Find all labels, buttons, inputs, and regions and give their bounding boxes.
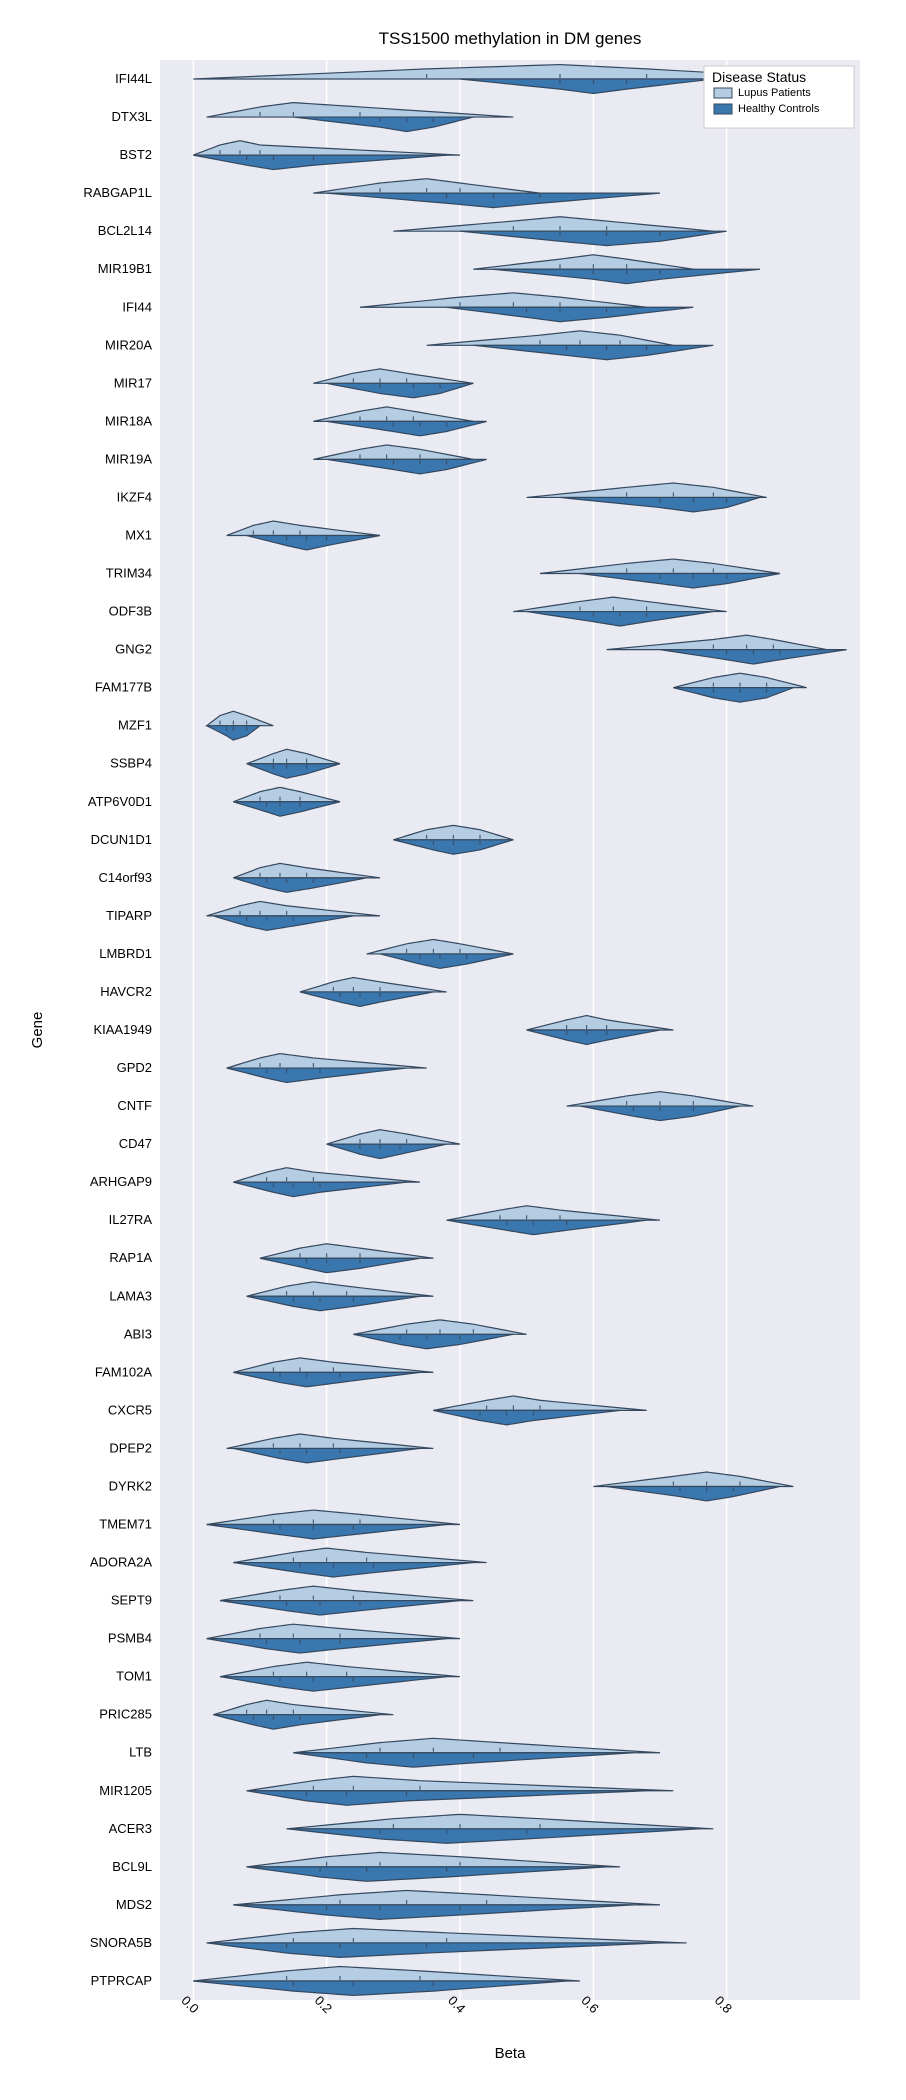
y-tick-label: KIAA1949	[93, 1022, 152, 1037]
y-tick-label: MDS2	[116, 1897, 152, 1912]
violin-chart: TSS1500 methylation in DM genesGeneBeta0…	[20, 20, 886, 2080]
y-tick-label: PTPRCAP	[91, 1973, 152, 1988]
y-tick-label: MIR18A	[105, 413, 152, 428]
y-tick-label: C14orf93	[99, 870, 152, 885]
y-tick-label: DYRK2	[109, 1478, 152, 1493]
y-tick-label: PSMB4	[108, 1631, 152, 1646]
x-axis-label: Beta	[495, 2045, 527, 2062]
y-tick-label: SNORA5B	[90, 1935, 152, 1950]
y-tick-label: MIR19A	[105, 451, 152, 466]
y-tick-label: RAP1A	[109, 1250, 152, 1265]
legend-label: Healthy Controls	[738, 103, 820, 115]
y-tick-label: IFI44L	[115, 71, 152, 86]
y-tick-label: MX1	[125, 527, 152, 542]
y-tick-label: GPD2	[117, 1060, 152, 1075]
y-tick-label: CXCR5	[108, 1402, 152, 1417]
y-tick-label: ARHGAP9	[90, 1174, 152, 1189]
y-tick-label: TOM1	[116, 1669, 152, 1684]
y-tick-label: BCL9L	[112, 1859, 152, 1874]
y-tick-label: LTB	[129, 1745, 152, 1760]
legend-swatch	[714, 104, 732, 114]
y-tick-label: ATP6V0D1	[88, 794, 152, 809]
y-tick-label: CNTF	[117, 1098, 152, 1113]
y-tick-label: PRIC285	[99, 1707, 152, 1722]
y-tick-label: DPEP2	[109, 1440, 152, 1455]
chart-title: TSS1500 methylation in DM genes	[379, 29, 642, 48]
y-tick-label: IKZF4	[117, 489, 152, 504]
y-tick-label: MZF1	[118, 718, 152, 733]
y-tick-label: ABI3	[124, 1326, 152, 1341]
y-tick-label: ADORA2A	[90, 1555, 152, 1570]
chart-container: TSS1500 methylation in DM genesGeneBeta0…	[20, 20, 886, 2080]
legend-label: Lupus Patients	[738, 87, 811, 99]
y-tick-label: LMBRD1	[99, 946, 152, 961]
y-tick-label: MIR19B1	[98, 261, 152, 276]
y-tick-label: DCUN1D1	[91, 832, 152, 847]
y-tick-label: DTX3L	[112, 109, 152, 124]
y-tick-label: LAMA3	[109, 1288, 152, 1303]
y-tick-label: IFI44	[122, 299, 152, 314]
y-tick-label: IL27RA	[109, 1212, 153, 1227]
y-tick-label: SSBP4	[110, 756, 152, 771]
y-tick-label: MIR17	[114, 375, 152, 390]
y-tick-label: MIR1205	[99, 1783, 152, 1798]
y-tick-label: TRIM34	[106, 566, 152, 581]
y-tick-label: BCL2L14	[98, 223, 152, 238]
y-tick-label: ODF3B	[109, 604, 152, 619]
y-axis-label: Gene	[29, 1012, 46, 1049]
y-tick-label: SEPT9	[111, 1593, 152, 1608]
y-tick-label: ACER3	[109, 1821, 152, 1836]
legend-title: Disease Status	[712, 69, 806, 85]
y-tick-label: BST2	[119, 147, 152, 162]
y-tick-label: GNG2	[115, 642, 152, 657]
y-tick-label: TMEM71	[99, 1517, 152, 1532]
y-tick-label: RABGAP1L	[83, 185, 152, 200]
y-tick-label: MIR20A	[105, 337, 152, 352]
y-tick-label: CD47	[119, 1136, 152, 1151]
legend-swatch	[714, 88, 732, 98]
y-tick-label: TIPARP	[106, 908, 152, 923]
y-tick-label: FAM102A	[95, 1364, 152, 1379]
y-tick-label: FAM177B	[95, 680, 152, 695]
y-tick-label: HAVCR2	[100, 984, 152, 999]
